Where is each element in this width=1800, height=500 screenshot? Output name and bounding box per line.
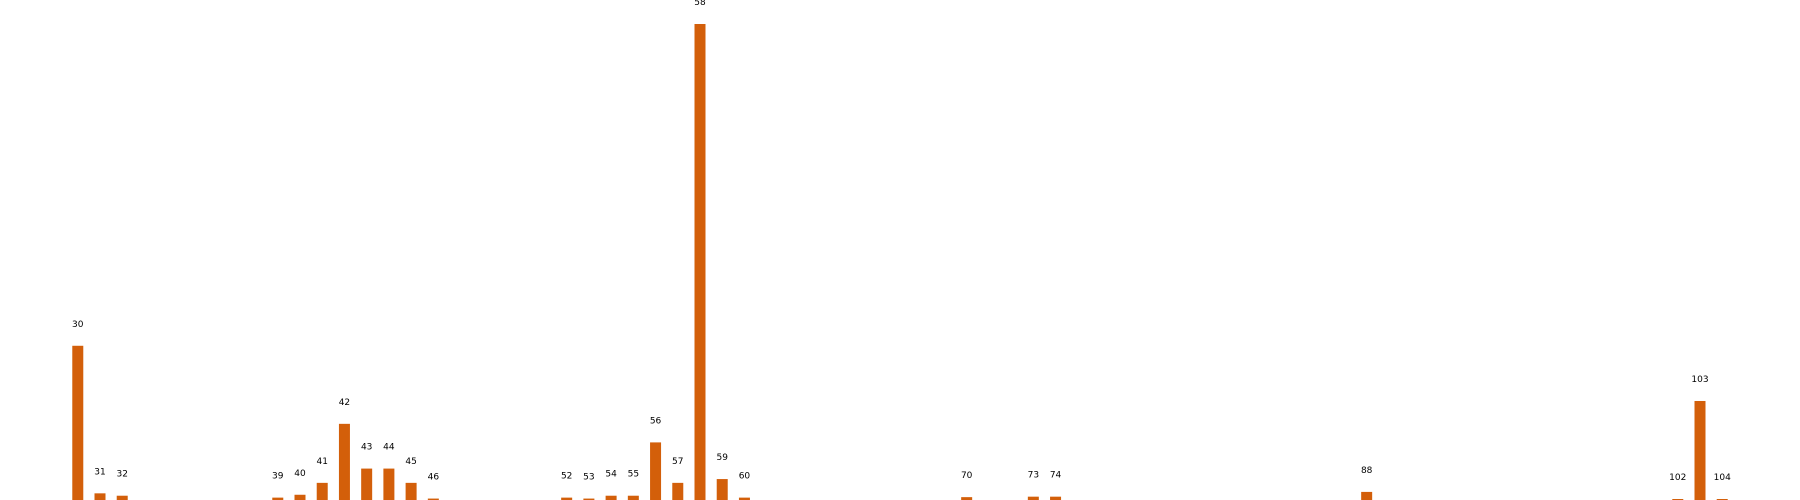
bar-label-88: 88 (1361, 466, 1373, 476)
bar-label-56: 56 (650, 416, 662, 426)
bar-88 (1361, 491, 1373, 500)
bar-label-54: 54 (605, 470, 617, 480)
bar-55 (627, 495, 639, 500)
bar-label-59: 59 (716, 453, 728, 463)
bar-label-39: 39 (272, 472, 284, 482)
bar-32 (116, 495, 128, 500)
bar-label-30: 30 (72, 320, 84, 330)
bar-103 (1694, 400, 1706, 500)
bar-45 (405, 482, 417, 500)
bar-41 (316, 482, 328, 500)
bar-30 (72, 345, 84, 500)
bar-label-53: 53 (583, 473, 594, 483)
bar-label-42: 42 (339, 398, 350, 408)
bar-label-52: 52 (561, 472, 572, 482)
bar-46 (427, 498, 439, 500)
bar-60 (738, 497, 750, 500)
bar-label-45: 45 (405, 457, 416, 467)
bar-42 (338, 423, 350, 500)
bar-70 (961, 497, 973, 500)
bar-43 (361, 468, 373, 500)
bar-label-57: 57 (672, 457, 683, 467)
bar-59 (716, 479, 728, 500)
bar-label-60: 60 (739, 472, 751, 482)
bar-44 (383, 468, 395, 500)
bar-label-70: 70 (961, 471, 973, 481)
bar-53 (583, 498, 595, 500)
bar-label-102: 102 (1669, 473, 1686, 483)
bar-label-46: 46 (428, 473, 440, 483)
bar-73 (1027, 496, 1039, 500)
bar-label-74: 74 (1050, 471, 1062, 481)
bar-label-103: 103 (1691, 375, 1708, 385)
bar-52 (561, 497, 573, 500)
bar-label-44: 44 (383, 443, 395, 453)
bar-74 (1050, 496, 1062, 500)
bar-label-55: 55 (628, 470, 639, 480)
bar-label-43: 43 (361, 443, 372, 453)
bar-54 (605, 495, 617, 500)
bar-label-32: 32 (116, 470, 127, 480)
bar-label-40: 40 (294, 469, 306, 479)
bar-label-41: 41 (316, 457, 327, 467)
bar-57 (672, 482, 684, 500)
bar-label-58: 58 (694, 0, 706, 8)
bar-56 (650, 442, 662, 500)
bar-40 (294, 494, 306, 500)
bar-label-31: 31 (94, 467, 105, 477)
bar-label-73: 73 (1028, 471, 1039, 481)
bar-39 (272, 497, 284, 500)
bar-58 (694, 24, 706, 500)
bar-label-104: 104 (1714, 473, 1731, 483)
bar-31 (94, 493, 106, 500)
